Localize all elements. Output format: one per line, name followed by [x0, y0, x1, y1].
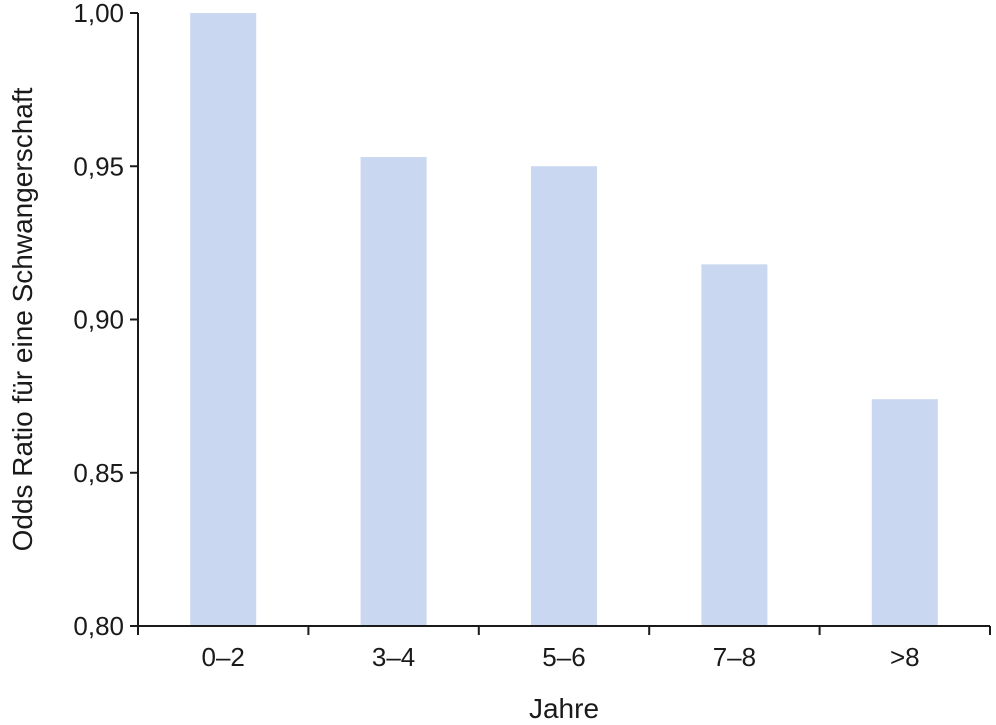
y-ticks: 0,80 0,85 0,90 0,95 1,00 [73, 0, 138, 641]
bar [701, 264, 768, 626]
y-tick-label: 0,95 [73, 151, 124, 181]
y-tick-label: 0,85 [73, 458, 124, 488]
x-tick-label: 0–2 [202, 642, 245, 672]
bar [871, 399, 938, 626]
bars-layer [190, 13, 938, 626]
y-tick-label: 0,90 [73, 305, 124, 335]
x-tick-label: 5–6 [542, 642, 585, 672]
x-tick-label: 7–8 [713, 642, 756, 672]
x-axis-title: Jahre [529, 693, 599, 724]
y-axis-title: Odds Ratio für eine Schwangerschaft [7, 87, 38, 551]
y-tick-label: 1,00 [73, 0, 124, 28]
y-tick-label: 0,80 [73, 611, 124, 641]
bar [360, 157, 427, 626]
bar [531, 166, 597, 626]
x-tick-label: 3–4 [372, 642, 415, 672]
x-ticks: 0–2 3–4 5–6 7–8 >8 [137, 626, 991, 672]
bar [190, 13, 257, 626]
x-tick-label: >8 [890, 642, 920, 672]
